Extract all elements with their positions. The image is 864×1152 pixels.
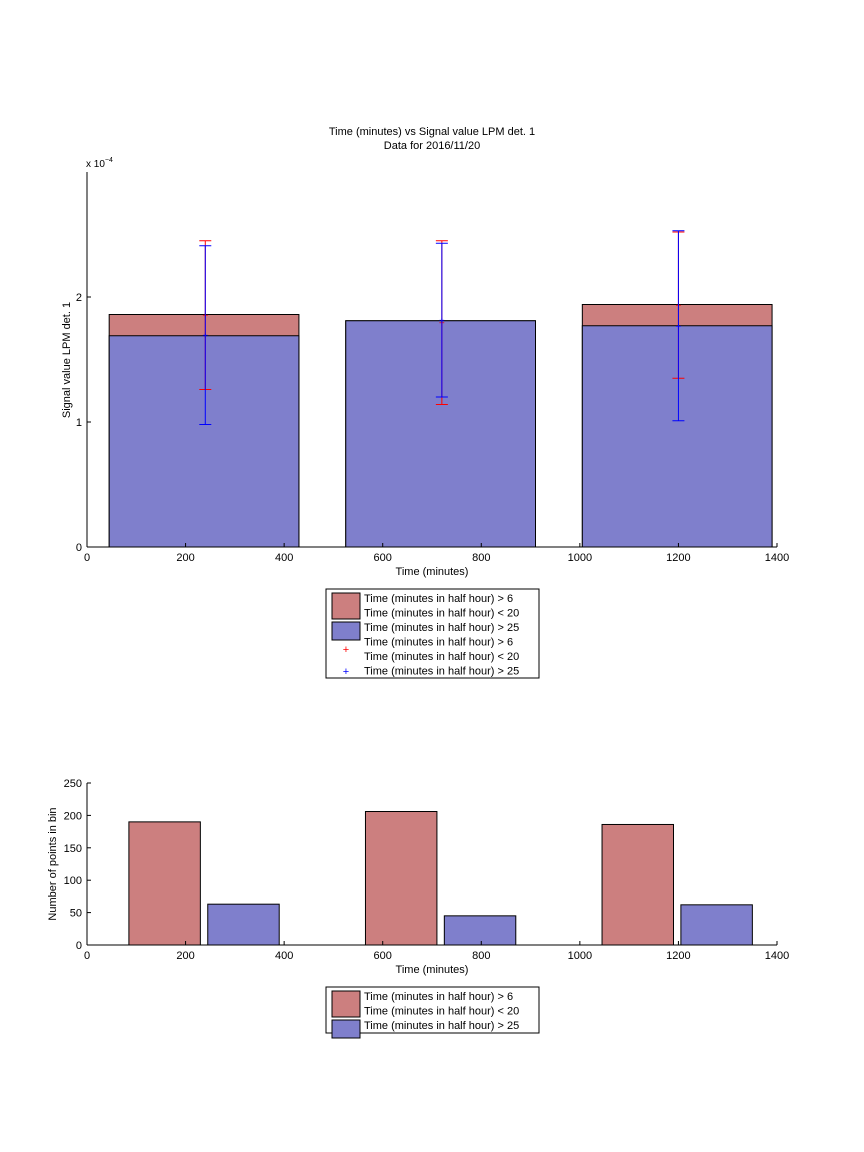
chart1-x-tick-label: 400 — [275, 552, 293, 564]
chart1-y-exponent-base: x 10 — [86, 159, 105, 170]
legend-entry-label: Time (minutes in half hour) < 20 — [364, 608, 519, 620]
chart2-plot: 0 200 400 600 800 1000 1200 1400 0 50 100 150 200 250 — [64, 778, 790, 962]
chart1-y-exponent-power: −4 — [105, 157, 113, 164]
chart1-y-exponent: x 10−4 — [86, 157, 113, 170]
legend-entry-label: Time (minutes in half hour) > 6 — [364, 593, 513, 605]
chart1-y-tick-label: 0 — [76, 542, 82, 554]
chart2-bar-red — [364, 811, 438, 946]
chart1-title: Time (minutes) vs Signal value LPM det. … — [329, 126, 535, 138]
chart1-y-label: Signal value LPM det. 1 — [61, 302, 73, 418]
chart2-x-tick-label: 1400 — [765, 950, 789, 962]
chart1-legend: Time (minutes in half hour) > 6 Time (min… — [325, 588, 540, 679]
chart2-x-tick-label: 0 — [84, 950, 90, 962]
chart1-x-tick-label: 1200 — [666, 552, 690, 564]
legend-entry-label: Time (minutes in half hour) > 6 — [364, 991, 513, 1003]
chart1-x-tick-label: 600 — [374, 552, 392, 564]
chart2-bar-blue — [207, 903, 280, 946]
chart2-x-tick-label: 1200 — [666, 950, 690, 962]
chart2-y-tick-label: 50 — [70, 908, 82, 920]
chart2-x-label: Time (minutes) — [396, 964, 469, 976]
chart2-x-tick-label: 1000 — [568, 950, 592, 962]
chart2-y-label: Number of points in bin — [47, 807, 59, 920]
chart2-bar-red — [601, 823, 674, 946]
chart1-y-tick-label: 1 — [76, 417, 82, 429]
legend-swatch-red — [331, 990, 361, 1018]
chart2-y-tick-label: 250 — [64, 778, 82, 790]
legend-swatch-blue — [331, 1019, 361, 1039]
legend-entry-label: Time (minutes in half hour) > 25 — [364, 666, 519, 678]
chart2-y-tick-label: 100 — [64, 875, 82, 887]
chart2-y-tick-label: 200 — [64, 810, 82, 822]
legend-marker-blue: + — [343, 666, 349, 678]
legend-entry-label: Time (minutes in half hour) > 25 — [364, 622, 519, 634]
chart1-errorbar-marker-blue: + — [439, 316, 445, 327]
chart1-bar-blue — [108, 335, 300, 548]
chart1-x-tick-label: 1400 — [765, 552, 789, 564]
chart2-x-tick-label: 800 — [472, 950, 490, 962]
chart1-legend-box — [325, 588, 540, 679]
chart1-x-tick-label: 1000 — [568, 552, 592, 564]
chart2-x-tick-label: 600 — [374, 950, 392, 962]
chart1-x-tick-label: 0 — [84, 552, 90, 564]
chart2-bar-red — [128, 821, 201, 946]
legend-swatch-red — [331, 592, 361, 620]
chart1-x-tick-label: 800 — [472, 552, 490, 564]
chart1-y-tick-label: 2 — [76, 292, 82, 304]
legend-entry-label: Time (minutes in half hour) > 25 — [364, 1020, 519, 1032]
legend-entry-label: Time (minutes in half hour) < 20 — [364, 651, 519, 663]
chart1-subtitle: Data for 2016/11/20 — [384, 140, 480, 152]
legend-swatch-blue — [331, 621, 361, 641]
chart1-errorbar-marker-blue: + — [202, 331, 208, 342]
chart1-bar-blue — [345, 320, 536, 548]
chart2-y-tick-label: 0 — [76, 940, 82, 952]
chart2-bar-blue — [680, 904, 753, 946]
chart2-legend-box — [325, 986, 540, 1034]
chart2-x-tick-label: 200 — [176, 950, 194, 962]
chart1-x-label: Time (minutes) — [396, 566, 469, 578]
chart2-x-tick-label: 400 — [275, 950, 293, 962]
chart1-errorbar-marker-blue: + — [676, 322, 682, 333]
legend-marker-red: + — [343, 644, 349, 656]
chart2-bar-blue — [443, 915, 517, 946]
chart2-legend: Time (minutes in half hour) > 6 Time (min… — [325, 986, 540, 1039]
chart1-bar-blue — [581, 325, 773, 548]
legend-entry-label: Time (minutes in half hour) > 6 — [364, 637, 513, 649]
chart2-y-tick-label: 150 — [64, 843, 82, 855]
chart1-x-tick-label: 200 — [176, 552, 194, 564]
legend-entry-label: Time (minutes in half hour) < 20 — [364, 1006, 519, 1018]
